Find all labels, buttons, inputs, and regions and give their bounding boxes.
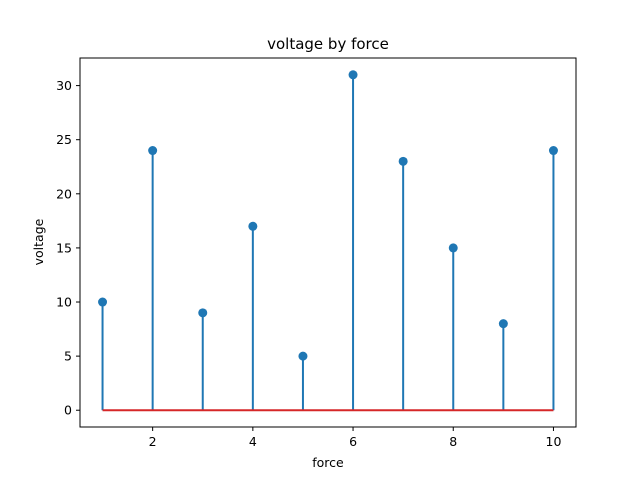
x-tick-label: 10 <box>546 434 562 449</box>
y-axis-label: voltage <box>31 218 46 265</box>
x-tick-label: 2 <box>149 434 157 449</box>
chart-title: voltage by force <box>267 35 389 53</box>
stem-marker <box>98 297 108 307</box>
y-tick-label: 5 <box>64 349 72 364</box>
stem-marker <box>498 319 508 329</box>
x-tick-label: 4 <box>249 434 257 449</box>
stem-marker <box>548 146 558 156</box>
x-tick-label: 6 <box>349 434 357 449</box>
plot-area <box>98 70 558 412</box>
stem-marker <box>398 156 408 166</box>
y-tick-label: 10 <box>56 295 72 310</box>
stem-marker <box>148 146 158 156</box>
stem-marker <box>248 221 258 231</box>
y-tick-label: 25 <box>56 132 72 147</box>
stem-marker <box>448 243 458 253</box>
stem-marker <box>298 351 308 361</box>
x-tick-label: 8 <box>449 434 457 449</box>
stem-marker <box>348 70 358 80</box>
x-axis-ticks: 2 4 6 8 10 <box>149 427 562 449</box>
stem-marker <box>198 308 208 318</box>
y-tick-label: 30 <box>56 78 72 93</box>
x-axis-label: force <box>312 455 344 470</box>
y-tick-label: 20 <box>56 186 72 201</box>
y-tick-label: 0 <box>64 403 72 418</box>
y-tick-label: 15 <box>56 240 72 255</box>
axes-frame <box>79 57 577 428</box>
y-axis-ticks: 0 5 10 15 20 25 30 <box>56 78 80 418</box>
